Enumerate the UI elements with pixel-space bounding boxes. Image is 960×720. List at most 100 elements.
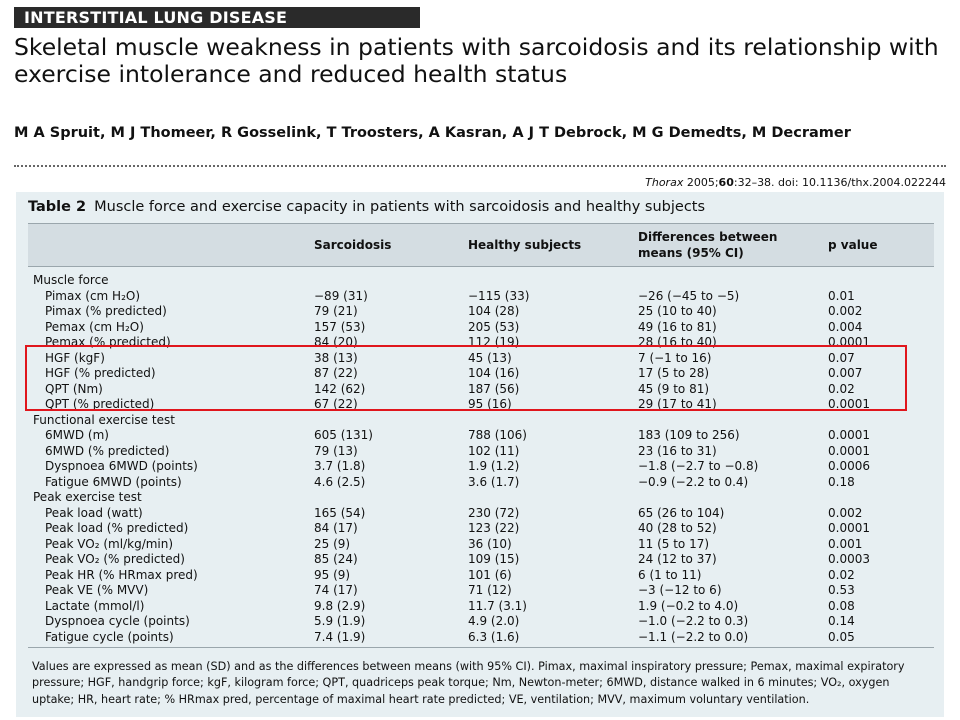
table-panel: Table 2 Muscle force and exercise capacit… bbox=[16, 192, 944, 717]
cell-p-value: 0.002 bbox=[828, 304, 863, 318]
row-label: Lactate (mmol/l) bbox=[45, 598, 145, 613]
cell-p-value: 0.0003 bbox=[828, 552, 870, 566]
row-label: Dyspnoea 6MWD (points) bbox=[45, 459, 198, 473]
cell-p-value: 0.0001 bbox=[828, 521, 870, 535]
cell-difference: −3 (−12 to 6) bbox=[638, 583, 722, 597]
cell-healthy: 109 (15) bbox=[468, 552, 520, 566]
cell-healthy: 36 (10) bbox=[468, 536, 512, 551]
cell-sarcoidosis: 74 (17) bbox=[314, 583, 358, 597]
cell-sarcoidosis: 4.6 (2.5) bbox=[314, 474, 366, 489]
row-label: QPT (% predicted) bbox=[45, 397, 155, 411]
cell-p-value: 0.08 bbox=[828, 598, 855, 613]
table-row: 6MWD (m) 605 (131) 788 (106) 183 (109 to 25… bbox=[28, 428, 934, 444]
row-label: Pemax (cm H₂O) bbox=[45, 319, 144, 334]
table-bottom-rule bbox=[28, 647, 934, 648]
cell-p-value: 0.0001 bbox=[828, 335, 870, 349]
cell-healthy: −115 (33) bbox=[468, 288, 530, 303]
table-section-heading: Functional exercise test bbox=[28, 413, 934, 429]
table-row: Pimax (cm H₂O) −89 (31) −115 (33) −26 (−45 … bbox=[28, 289, 934, 305]
cell-difference: 65 (26 to 104) bbox=[638, 505, 725, 520]
dotted-divider bbox=[14, 165, 946, 167]
cell-p-value: 0.01 bbox=[828, 288, 855, 303]
cell-healthy: 3.6 (1.7) bbox=[468, 474, 520, 489]
cell-difference: 29 (17 to 41) bbox=[638, 397, 717, 411]
cell-sarcoidosis: 3.7 (1.8) bbox=[314, 459, 366, 473]
row-label: Pemax (% predicted) bbox=[45, 335, 171, 349]
cell-difference: 24 (12 to 37) bbox=[638, 552, 717, 566]
cell-difference: −1.8 (−2.7 to −0.8) bbox=[638, 459, 759, 473]
header-differences-line1: Differences between bbox=[638, 230, 778, 244]
cell-difference: 7 (−1 to 16) bbox=[638, 350, 712, 365]
cell-p-value: 0.002 bbox=[828, 505, 863, 520]
cell-difference: 1.9 (−0.2 to 4.0) bbox=[638, 598, 739, 613]
citation-year: 2005; bbox=[686, 176, 719, 189]
table-body: Muscle force Pimax (cm H₂O) −89 (31) −115 (… bbox=[28, 273, 934, 645]
table-row: HGF (kgF) 38 (13) 45 (13) 7 (−1 to 16) 0.07 bbox=[28, 351, 934, 367]
cell-healthy: 230 (72) bbox=[468, 505, 520, 520]
table-row: 6MWD (% predicted) 79 (13) 102 (11) 23 (16 … bbox=[28, 444, 934, 460]
cell-healthy: 6.3 (1.6) bbox=[468, 629, 520, 644]
cell-healthy: 788 (106) bbox=[468, 428, 527, 442]
table-row: Pemax (% predicted) 84 (20) 112 (19) 28 (16… bbox=[28, 335, 934, 351]
cell-healthy: 4.9 (2.0) bbox=[468, 614, 520, 628]
cell-healthy: 112 (19) bbox=[468, 335, 520, 349]
row-label: Peak VE (% MVV) bbox=[45, 583, 149, 597]
table-header: Sarcoidosis Healthy subjects Differences… bbox=[28, 223, 934, 267]
table-row: QPT (Nm) 142 (62) 187 (56) 45 (9 to 81) 0.02 bbox=[28, 382, 934, 398]
table-footnote: Values are expressed as mean (SD) and as… bbox=[32, 660, 905, 706]
cell-sarcoidosis: −89 (31) bbox=[314, 288, 368, 303]
cell-healthy: 95 (16) bbox=[468, 397, 512, 411]
cell-healthy: 1.9 (1.2) bbox=[468, 459, 520, 473]
header-healthy-subjects: Healthy subjects bbox=[468, 238, 582, 252]
cell-p-value: 0.001 bbox=[828, 536, 863, 551]
section-banner: INTERSTITIAL LUNG DISEASE bbox=[14, 7, 420, 28]
row-label: Peak exercise test bbox=[33, 490, 142, 504]
cell-p-value: 0.0001 bbox=[828, 428, 870, 442]
table-row: Fatigue cycle (points) 7.4 (1.9) 6.3 (1.6)… bbox=[28, 630, 934, 646]
cell-p-value: 0.0006 bbox=[828, 459, 870, 473]
table-row: Peak HR (% HRmax pred) 95 (9) 101 (6) 6 (1 … bbox=[28, 568, 934, 584]
row-label: Muscle force bbox=[33, 273, 109, 287]
cell-difference: 45 (9 to 81) bbox=[638, 381, 710, 396]
row-label: HGF (kgF) bbox=[45, 350, 105, 365]
row-label: Peak load (watt) bbox=[45, 505, 143, 520]
table-row: HGF (% predicted) 87 (22) 104 (16) 17 (5 to… bbox=[28, 366, 934, 382]
cell-sarcoidosis: 25 (9) bbox=[314, 536, 351, 551]
cell-sarcoidosis: 67 (22) bbox=[314, 397, 358, 411]
cell-difference: 28 (16 to 40) bbox=[638, 335, 717, 349]
table-row: Lactate (mmol/l) 9.8 (2.9) 11.7 (3.1) 1.9 (… bbox=[28, 599, 934, 615]
cell-sarcoidosis: 142 (62) bbox=[314, 381, 366, 396]
row-label: Pimax (cm H₂O) bbox=[45, 288, 141, 303]
row-label: Peak VO₂ (ml/kg/min) bbox=[45, 536, 174, 551]
table-row: Peak VE (% MVV) 74 (17) 71 (12) −3 (−12 to … bbox=[28, 583, 934, 599]
table-row: Pemax (cm H₂O) 157 (53) 205 (53) 49 (16 to … bbox=[28, 320, 934, 336]
cell-difference: −1.0 (−2.2 to 0.3) bbox=[638, 614, 749, 628]
table-row: QPT (% predicted) 67 (22) 95 (16) 29 (17 to… bbox=[28, 397, 934, 413]
cell-p-value: 0.02 bbox=[828, 381, 855, 396]
row-label: Fatigue cycle (points) bbox=[45, 629, 174, 644]
article-title: Skeletal muscle weakness in patients wit… bbox=[14, 33, 939, 88]
cell-difference: 17 (5 to 28) bbox=[638, 366, 710, 380]
row-label: Pimax (% predicted) bbox=[45, 304, 167, 318]
table-row: Dyspnoea 6MWD (points) 3.7 (1.8) 1.9 (1.2)… bbox=[28, 459, 934, 475]
table-caption-text: Muscle force and exercise capacity in pa… bbox=[94, 199, 706, 215]
cell-sarcoidosis: 9.8 (2.9) bbox=[314, 598, 366, 613]
cell-sarcoidosis: 87 (22) bbox=[314, 366, 358, 380]
cell-p-value: 0.02 bbox=[828, 567, 855, 582]
cell-healthy: 123 (22) bbox=[468, 521, 520, 535]
citation-journal: Thorax bbox=[645, 176, 684, 189]
table-section-heading: Muscle force bbox=[28, 273, 934, 289]
table-section-heading: Peak exercise test bbox=[28, 490, 934, 506]
cell-sarcoidosis: 79 (21) bbox=[314, 304, 358, 318]
cell-difference: 23 (16 to 31) bbox=[638, 443, 717, 458]
cell-p-value: 0.0001 bbox=[828, 397, 870, 411]
cell-difference: 183 (109 to 256) bbox=[638, 428, 740, 442]
cell-sarcoidosis: 79 (13) bbox=[314, 443, 358, 458]
row-label: Fatigue 6MWD (points) bbox=[45, 474, 182, 489]
cell-sarcoidosis: 85 (24) bbox=[314, 552, 358, 566]
cell-healthy: 187 (56) bbox=[468, 381, 520, 396]
cell-difference: 49 (16 to 81) bbox=[638, 319, 717, 334]
cell-sarcoidosis: 165 (54) bbox=[314, 505, 366, 520]
cell-p-value: 0.05 bbox=[828, 629, 855, 644]
table-row: Peak VO₂ (% predicted) 85 (24) 109 (15) 24 … bbox=[28, 552, 934, 568]
